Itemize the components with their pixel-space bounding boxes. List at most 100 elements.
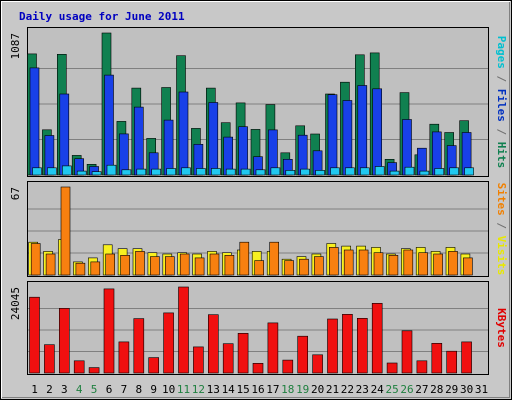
- bar-pages-day-20: [315, 170, 325, 176]
- bar-kbytes-day-23: [356, 317, 368, 374]
- bar-pages-day-28: [434, 168, 445, 176]
- x-tick-label-day-21: 21: [326, 383, 339, 396]
- bar-sites-day-24: [373, 252, 384, 276]
- bar-sites-day-8: [135, 251, 145, 276]
- legend-separator: /: [495, 216, 508, 236]
- legend-separator: /: [495, 69, 508, 89]
- panel-visits-sites: 67 Sites / Visits: [9, 181, 508, 277]
- x-tick-label-day-30: 30: [460, 383, 473, 396]
- bar-files-day-7: [119, 133, 129, 176]
- bar-files-day-6: [104, 74, 114, 176]
- bar-kbytes-day-15: [237, 332, 249, 374]
- x-tick-label-day-1: 1: [31, 383, 38, 396]
- x-tick-label-day-6: 6: [106, 383, 113, 396]
- bar-sites-day-6: [105, 253, 115, 276]
- bar-kbytes-day-5: [88, 367, 100, 374]
- bar-pages-day-29: [449, 167, 460, 176]
- bar-pages-day-14: [225, 168, 236, 176]
- y-max-label-mid: 67: [9, 187, 22, 200]
- bar-pages-day-6: [106, 164, 117, 176]
- bar-kbytes-day-30: [461, 341, 472, 374]
- bar-kbytes-day-28: [431, 342, 443, 374]
- bar-sites-day-26: [403, 249, 414, 276]
- bar-kbytes-day-27: [416, 360, 428, 374]
- bar-sites-day-28: [433, 253, 443, 276]
- bar-sites-day-14: [224, 255, 235, 276]
- x-tick-label-day-31: 31: [475, 383, 488, 396]
- bar-pages-day-11: [181, 167, 191, 176]
- bar-pages-day-16: [255, 169, 266, 176]
- bar-kbytes-day-13: [208, 314, 219, 374]
- bar-sites-day-10: [165, 256, 175, 276]
- bar-pages-day-22: [345, 167, 355, 176]
- legend-mid: Sites / Visits: [495, 183, 508, 276]
- bar-sites-day-15: [239, 241, 250, 276]
- bar-sites-day-17: [269, 241, 280, 276]
- plot-border-bot: [27, 281, 489, 375]
- bar-sites-day-4: [75, 262, 86, 276]
- bar-files-day-8: [134, 106, 144, 176]
- bar-pages-day-9: [151, 168, 161, 176]
- bar-pages-day-23: [359, 167, 370, 176]
- bar-kbytes-day-7: [118, 341, 130, 374]
- bar-pages-day-24: [374, 166, 385, 176]
- x-tick-label-day-22: 22: [341, 383, 354, 396]
- x-tick-label-day-4: 4: [76, 383, 83, 396]
- bar-files-day-23: [357, 85, 368, 176]
- y-max-label-bot: 24045: [9, 287, 22, 320]
- x-tick-label-day-24: 24: [371, 383, 385, 396]
- x-tick-label-day-28: 28: [430, 383, 443, 396]
- bar-kbytes-day-16: [252, 362, 264, 374]
- bar-pages-day-18: [285, 170, 296, 176]
- bar-pages-day-10: [166, 168, 176, 176]
- x-tick-label-day-3: 3: [61, 383, 68, 396]
- bar-sites-day-19: [299, 258, 309, 276]
- bar-sites-day-22: [343, 249, 354, 276]
- bar-kbytes-day-25: [386, 362, 398, 374]
- bar-sites-day-3: [60, 186, 71, 276]
- bar-sites-day-16: [254, 260, 264, 276]
- bar-kbytes-day-20: [312, 354, 323, 374]
- bar-sites-day-5: [90, 261, 101, 276]
- bar-files-day-21: [327, 94, 338, 176]
- bar-kbytes-day-11: [178, 286, 189, 374]
- x-tick-label-day-5: 5: [91, 383, 98, 396]
- bar-pages-day-4: [76, 170, 87, 176]
- bar-files-day-26: [402, 119, 412, 176]
- x-tick-label-day-11: 11: [177, 383, 190, 396]
- bar-kbytes-day-9: [148, 357, 159, 374]
- bar-kbytes-day-6: [103, 288, 115, 374]
- plot-border-mid: [27, 181, 489, 277]
- bar-files-day-13: [208, 102, 219, 176]
- bar-sites-day-29: [448, 251, 458, 276]
- legend-entry-kbytes: KBytes: [495, 308, 508, 348]
- x-tick-label-day-20: 20: [311, 383, 324, 396]
- bar-kbytes-day-26: [401, 330, 413, 374]
- bar-kbytes-day-4: [73, 360, 85, 374]
- bar-kbytes-day-10: [163, 312, 174, 374]
- x-tick-label-day-13: 13: [207, 383, 220, 396]
- bar-files-day-1: [29, 67, 40, 176]
- bar-kbytes-day-22: [342, 313, 353, 374]
- legend-top: Pages / Files / Hits: [495, 36, 508, 169]
- legend-separator: /: [495, 122, 508, 142]
- bar-sites-day-11: [179, 253, 190, 276]
- bar-sites-day-25: [388, 255, 399, 276]
- bar-sites-day-21: [328, 247, 339, 276]
- x-tick-label-day-19: 19: [296, 383, 309, 396]
- x-tick-label-day-26: 26: [400, 383, 413, 396]
- legend-bot: KBytes: [495, 308, 508, 348]
- bar-sites-day-1: [30, 243, 41, 276]
- bar-sites-day-30: [463, 257, 473, 276]
- bar-kbytes-day-24: [371, 302, 383, 374]
- legend-entry-files: Files: [495, 89, 508, 122]
- bar-files-day-3: [59, 93, 70, 176]
- bar-files-day-22: [342, 100, 353, 176]
- bar-kbytes-day-8: [133, 318, 145, 374]
- x-tick-label-day-2: 2: [46, 383, 53, 396]
- x-tick-label-day-29: 29: [445, 383, 458, 396]
- bar-pages-day-26: [404, 166, 415, 176]
- bar-pages-day-2: [47, 167, 57, 176]
- bar-kbytes-day-2: [44, 344, 55, 374]
